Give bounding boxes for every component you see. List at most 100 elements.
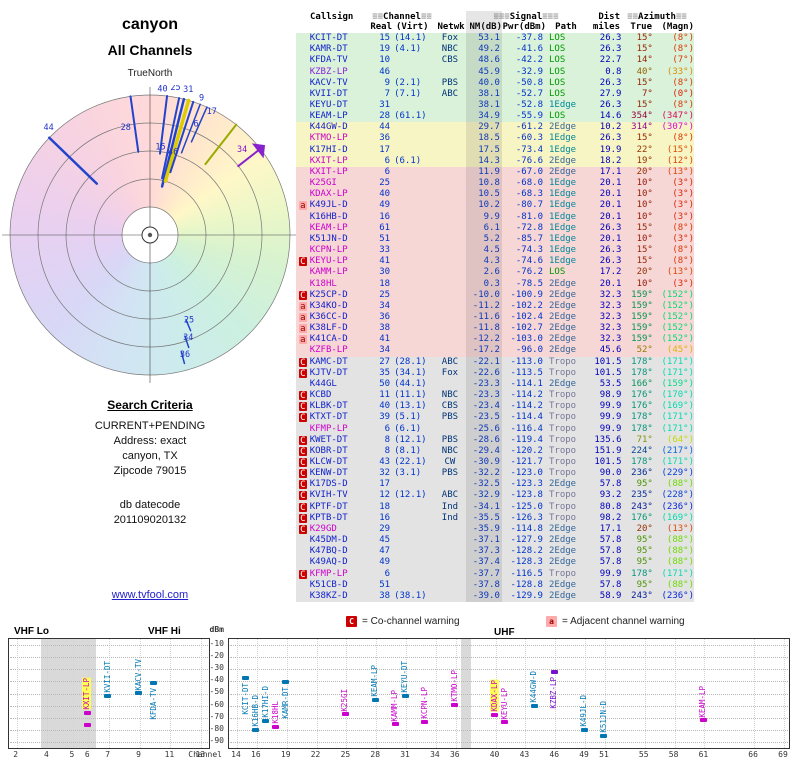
- callsign-cell[interactable]: KCBD: [309, 390, 332, 401]
- callsign-cell[interactable]: KPTB-DT: [309, 512, 348, 523]
- warning-cell: C: [296, 491, 310, 501]
- path-cell: 2Edge: [548, 523, 577, 534]
- callsign-cell[interactable]: KPTF-DT: [309, 501, 348, 512]
- header-label: True: [630, 22, 652, 32]
- callsign-cell[interactable]: KFMP-LP: [309, 568, 348, 579]
- callsign-cell[interactable]: K44GW-D: [309, 122, 348, 133]
- real-channel-cell: 8: [384, 434, 391, 445]
- path-cell: LOS: [548, 55, 566, 66]
- callsign-cell[interactable]: KAMC-DT: [309, 356, 348, 367]
- callsign-cell[interactable]: KLBK-DT: [309, 401, 348, 412]
- path-cell: 2Edge: [548, 590, 577, 601]
- callsign-cell[interactable]: K34KO-D: [309, 300, 348, 311]
- callsign-cell[interactable]: KFMP-LP: [309, 423, 348, 434]
- callsign-cell[interactable]: K16HB-D: [309, 211, 348, 222]
- noise-margin-cell: -30.9: [472, 457, 500, 468]
- network-cell: PBS: [441, 434, 459, 445]
- power-cell: -123.8: [510, 490, 543, 501]
- callsign-cell[interactable]: KDAX-LP: [309, 189, 348, 200]
- table-row: KAMM-LP 30 2.6 -76.2 LOS 17.2 20° (13°): [296, 267, 694, 279]
- callsign-cell[interactable]: K17HI-D: [309, 144, 348, 155]
- table-row: K51CB-D 51 -37.8 -128.8 2Edge 57.8 95° (88°): [296, 579, 694, 591]
- callsign-cell[interactable]: KVIH-TV: [309, 490, 348, 501]
- x-tick-label: 14: [231, 750, 241, 759]
- callsign-cell[interactable]: KVII-DT: [309, 88, 348, 99]
- gridline-horizontal: [230, 657, 788, 659]
- callsign-cell[interactable]: KENW-DT: [309, 468, 348, 479]
- warning-cell: a: [296, 335, 310, 345]
- gridline-horizontal: [230, 645, 788, 647]
- tvfool-link[interactable]: www.tvfool.com: [111, 589, 189, 601]
- callsign-cell[interactable]: KZFB-LP: [309, 345, 348, 356]
- callsign-cell[interactable]: KEAM-LP: [309, 222, 348, 233]
- callsign-cell[interactable]: KLCW-DT: [309, 457, 348, 468]
- real-channel-cell: 33: [379, 245, 391, 256]
- callsign-cell[interactable]: K38LF-D: [309, 323, 348, 334]
- callsign-cell[interactable]: KXIT-LP: [309, 166, 348, 177]
- callsign-cell[interactable]: K25CP-D: [309, 289, 348, 300]
- callsign-cell[interactable]: KOBR-DT: [309, 445, 348, 456]
- true-azimuth-cell: 10°: [636, 178, 653, 189]
- callsign-cell[interactable]: KACV-TV: [309, 77, 348, 88]
- table-row: C K25CP-D 25 -10.0 -100.9 2Edge 32.3 159° (152°): [296, 289, 694, 301]
- real-channel-cell: 6: [384, 568, 391, 579]
- magnetic-azimuth-cell: (347°): [661, 111, 694, 122]
- magnetic-azimuth-cell: (3°): [672, 233, 694, 244]
- callsign-cell[interactable]: K29GD: [309, 523, 337, 534]
- callsign-cell[interactable]: K41CA-D: [309, 334, 348, 345]
- co-channel-warning-icon: C: [298, 569, 307, 580]
- noise-margin-cell: 18.5: [478, 133, 500, 144]
- station-spoke: [184, 335, 190, 349]
- callsign-cell[interactable]: KTXT-DT: [309, 412, 348, 423]
- callsign-cell[interactable]: K44GL: [309, 378, 337, 389]
- callsign-cell[interactable]: KJTV-DT: [309, 367, 348, 378]
- callsign-cell[interactable]: K45DM-D: [309, 535, 348, 546]
- callsign-cell[interactable]: K17DS-D: [309, 479, 348, 490]
- callsign-cell[interactable]: KCPN-LP: [309, 245, 348, 256]
- callsign-cell[interactable]: KXIT-LP: [309, 155, 348, 166]
- callsign-cell[interactable]: KEYU-DT: [309, 100, 348, 111]
- callsign-cell[interactable]: KFDA-TV: [309, 55, 348, 66]
- callsign-cell[interactable]: K49AQ-D: [309, 557, 348, 568]
- distance-cell: 26.3: [599, 100, 622, 111]
- virtual-channel-cell: (2.1): [394, 77, 422, 88]
- power-cell: -123.3: [510, 479, 543, 490]
- header-label: NM(dB): [469, 22, 502, 32]
- noise-margin-cell: -35.5: [472, 512, 500, 523]
- table-row: K18HL 18 0.3 -78.5 2Edge 20.1 10° (3°): [296, 278, 694, 290]
- callsign-cell[interactable]: KEAM-LP: [309, 111, 348, 122]
- table-header-cell: Path: [546, 22, 586, 32]
- callsign-cell[interactable]: KZBZ-LP: [309, 66, 348, 77]
- distance-cell: 32.3: [599, 311, 622, 322]
- callsign-cell[interactable]: KCIT-DT: [309, 33, 348, 44]
- callsign-cell[interactable]: K51CB-D: [309, 579, 348, 590]
- table-header-cell: Real: [368, 22, 392, 32]
- callsign-cell[interactable]: K36CC-D: [309, 311, 348, 322]
- real-channel-cell: 32: [379, 468, 391, 479]
- co-channel-legend-icon: C: [346, 616, 357, 627]
- callsign-cell[interactable]: KEYU-LP: [309, 256, 348, 267]
- station-spoke: [129, 95, 140, 153]
- callsign-cell[interactable]: KWET-DT: [309, 434, 348, 445]
- power-cell: -116.4: [510, 423, 543, 434]
- callsign-cell[interactable]: K51JN-D: [309, 233, 348, 244]
- callsign-cell[interactable]: KTMO-LP: [309, 133, 348, 144]
- power-cell: -126.3: [510, 512, 543, 523]
- callsign-cell[interactable]: K49JL-D: [309, 200, 348, 211]
- magnetic-azimuth-cell: (152°): [661, 311, 694, 322]
- callsign-cell[interactable]: K25GI: [309, 178, 337, 189]
- station-label: KCPN-LP: [419, 687, 429, 719]
- magnetic-azimuth-cell: (13°): [666, 166, 694, 177]
- callsign-cell[interactable]: KAMM-LP: [309, 267, 348, 278]
- vhf-lo-label: VHF Lo: [14, 626, 49, 637]
- magnetic-azimuth-cell: (12°): [666, 155, 694, 166]
- distance-cell: 20.1: [599, 233, 622, 244]
- callsign-cell[interactable]: K18HL: [309, 278, 337, 289]
- x-tick-label: 22: [310, 750, 321, 759]
- callsign-cell[interactable]: KAMR-DT: [309, 44, 348, 55]
- station-label: KACV-TV: [133, 658, 143, 691]
- callsign-cell[interactable]: K47BQ-D: [309, 546, 348, 557]
- callsign-cell[interactable]: K38KZ-D: [309, 590, 348, 601]
- table-row: C KFMP-LP 6 -37.7 -116.5 Tropo 99.9 178° (171°): [296, 568, 694, 580]
- radar-channel-label: 25: [184, 316, 194, 326]
